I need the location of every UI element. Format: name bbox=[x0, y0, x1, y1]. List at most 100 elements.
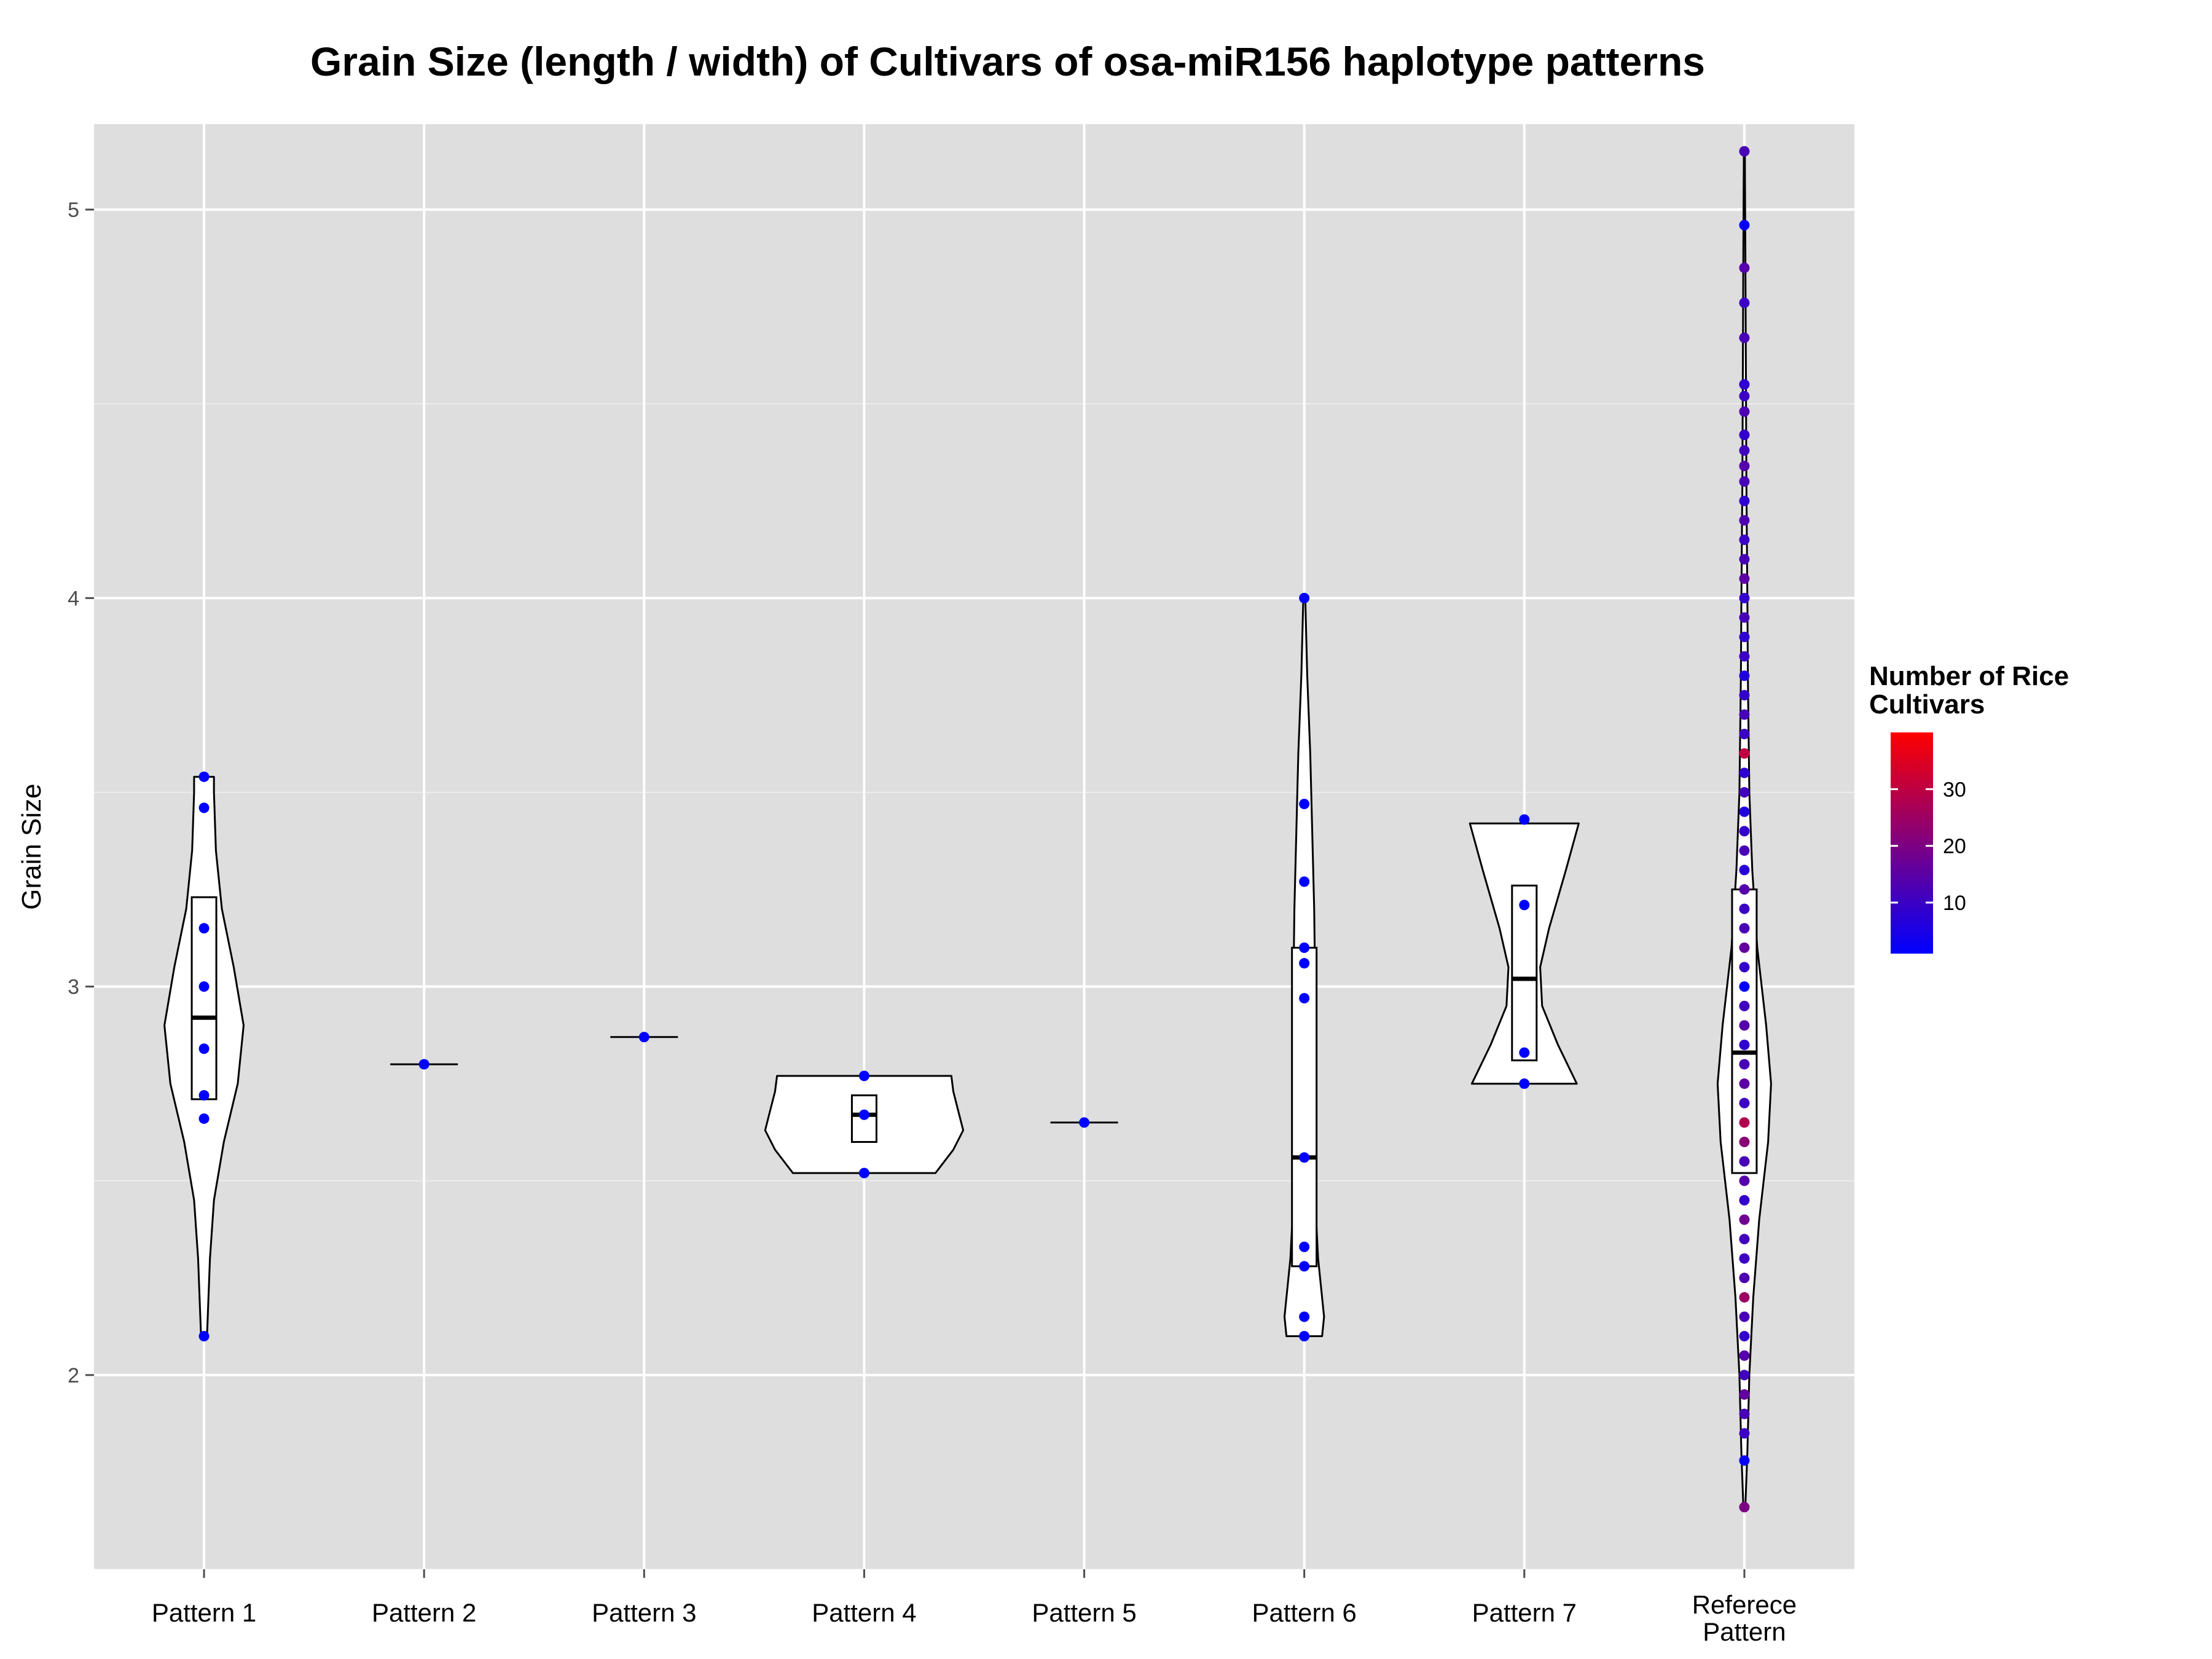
data-point bbox=[1299, 1152, 1310, 1163]
data-point bbox=[198, 981, 210, 992]
data-point bbox=[1739, 1020, 1750, 1031]
data-point bbox=[1299, 1331, 1310, 1342]
data-point bbox=[1739, 689, 1750, 700]
data-point bbox=[1739, 903, 1750, 914]
data-point bbox=[1739, 884, 1750, 895]
data-point bbox=[1299, 1261, 1310, 1272]
data-point bbox=[1739, 406, 1750, 417]
data-point bbox=[1299, 798, 1310, 809]
data-point bbox=[198, 923, 210, 934]
x-tick-label: Pattern 4 bbox=[812, 1598, 916, 1627]
data-point bbox=[418, 1059, 429, 1070]
legend-tick-label: 30 bbox=[1943, 778, 1966, 801]
data-point bbox=[1739, 495, 1750, 506]
data-point bbox=[858, 1167, 869, 1179]
data-point bbox=[1739, 962, 1750, 973]
x-tick-label: Pattern 6 bbox=[1252, 1598, 1356, 1627]
color-legend: Number of Rice Cultivars 10 20 30 bbox=[1869, 661, 2069, 954]
data-point bbox=[1739, 1156, 1750, 1167]
data-point bbox=[1299, 876, 1310, 887]
box bbox=[1511, 884, 1538, 1062]
data-point bbox=[1519, 1078, 1530, 1089]
data-point bbox=[1739, 709, 1750, 720]
x-tick-label: Pattern 1 bbox=[152, 1598, 256, 1627]
legend-tick-label: 10 bbox=[1943, 892, 1966, 915]
data-point bbox=[1739, 1408, 1750, 1419]
data-point bbox=[1739, 651, 1750, 662]
x-tick-label: Referece Pattern bbox=[1692, 1590, 1797, 1646]
chart-title: Grain Size (length / width) of Cultivars… bbox=[310, 39, 1705, 84]
data-point bbox=[1739, 1502, 1750, 1513]
y-tick-label: 4 bbox=[68, 587, 79, 610]
data-point bbox=[1739, 1194, 1750, 1206]
data-point bbox=[1299, 958, 1310, 969]
data-point bbox=[1739, 146, 1750, 157]
data-point bbox=[1079, 1117, 1090, 1128]
data-point bbox=[1739, 573, 1750, 584]
y-axis: 2 3 4 5 bbox=[68, 198, 94, 1387]
data-point bbox=[1739, 612, 1750, 623]
data-point bbox=[1739, 332, 1750, 343]
data-point bbox=[1519, 1047, 1530, 1058]
data-point bbox=[198, 1043, 210, 1054]
data-point bbox=[1739, 1000, 1750, 1011]
data-point bbox=[1739, 1273, 1750, 1284]
data-point bbox=[1739, 379, 1750, 390]
data-point bbox=[1739, 1311, 1750, 1322]
data-point bbox=[1739, 460, 1750, 471]
data-point bbox=[1299, 592, 1310, 603]
data-point bbox=[638, 1032, 649, 1043]
data-point bbox=[1739, 1331, 1750, 1342]
data-point bbox=[1739, 1292, 1750, 1303]
data-point bbox=[1739, 865, 1750, 876]
data-point bbox=[1739, 845, 1750, 856]
data-point bbox=[1739, 445, 1750, 456]
data-point bbox=[1739, 1059, 1750, 1070]
data-point bbox=[1739, 1097, 1750, 1108]
plot-background bbox=[94, 124, 1854, 1569]
data-point bbox=[1299, 1241, 1310, 1252]
legend-colorbar bbox=[1891, 732, 1933, 954]
data-point bbox=[1739, 1389, 1750, 1400]
data-point bbox=[1739, 1137, 1750, 1148]
data-point bbox=[1739, 1350, 1750, 1361]
data-point bbox=[1739, 535, 1750, 546]
x-axis: Pattern 1 Pattern 2 Pattern 3 Pattern 4 Patt… bbox=[152, 1569, 1797, 1646]
data-point bbox=[1739, 806, 1750, 817]
legend-title: Number of Rice Cultivars bbox=[1869, 661, 2069, 720]
data-point bbox=[1739, 942, 1750, 953]
data-point bbox=[1739, 219, 1750, 230]
data-point bbox=[1299, 993, 1310, 1004]
data-point bbox=[1739, 515, 1750, 526]
data-point bbox=[198, 1090, 210, 1101]
data-point bbox=[1739, 981, 1750, 992]
x-tick-label: Pattern 2 bbox=[372, 1598, 476, 1627]
data-points bbox=[198, 146, 1750, 1513]
data-point bbox=[1739, 670, 1750, 681]
data-point bbox=[1739, 767, 1750, 779]
data-point bbox=[198, 771, 210, 782]
data-point bbox=[1739, 923, 1750, 934]
data-point bbox=[1739, 1175, 1750, 1186]
data-point bbox=[1739, 826, 1750, 837]
data-point bbox=[1739, 1078, 1750, 1089]
data-point bbox=[1739, 1428, 1750, 1439]
legend-tick-label: 20 bbox=[1943, 835, 1966, 858]
data-point bbox=[858, 1109, 869, 1120]
y-axis-title: Grain Size bbox=[17, 783, 47, 909]
data-point bbox=[1739, 554, 1750, 565]
data-point bbox=[198, 1331, 210, 1342]
data-point bbox=[1739, 1234, 1750, 1245]
data-point bbox=[1739, 1117, 1750, 1128]
data-point bbox=[1739, 748, 1750, 759]
data-point bbox=[1519, 900, 1530, 911]
data-point bbox=[1739, 1370, 1750, 1381]
data-point bbox=[1739, 1253, 1750, 1264]
data-point bbox=[1739, 262, 1750, 273]
data-point bbox=[1739, 1214, 1750, 1225]
x-tick-label: Pattern 7 bbox=[1472, 1598, 1577, 1627]
x-tick-label: Pattern 5 bbox=[1032, 1598, 1136, 1627]
data-point bbox=[1739, 786, 1750, 798]
data-point bbox=[1739, 429, 1750, 441]
